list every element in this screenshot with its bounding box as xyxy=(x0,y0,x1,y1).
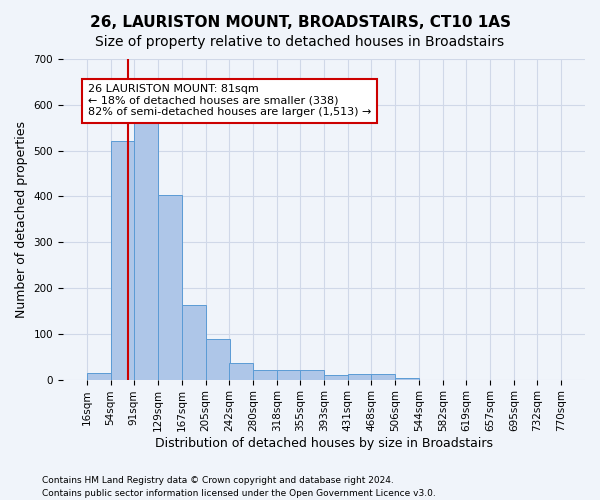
Bar xyxy=(182,305,206,380)
Bar xyxy=(300,370,324,380)
Text: Size of property relative to detached houses in Broadstairs: Size of property relative to detached ho… xyxy=(95,35,505,49)
Text: Contains public sector information licensed under the Open Government Licence v3: Contains public sector information licen… xyxy=(42,488,436,498)
Bar xyxy=(324,375,348,380)
Bar xyxy=(110,142,134,380)
Bar xyxy=(86,373,110,380)
Bar xyxy=(206,340,230,380)
Bar xyxy=(371,374,395,380)
Text: 26, LAURISTON MOUNT, BROADSTAIRS, CT10 1AS: 26, LAURISTON MOUNT, BROADSTAIRS, CT10 1… xyxy=(89,15,511,30)
X-axis label: Distribution of detached houses by size in Broadstairs: Distribution of detached houses by size … xyxy=(155,437,493,450)
Text: Contains HM Land Registry data © Crown copyright and database right 2024.: Contains HM Land Registry data © Crown c… xyxy=(42,476,394,485)
Text: 26 LAURISTON MOUNT: 81sqm
← 18% of detached houses are smaller (338)
82% of semi: 26 LAURISTON MOUNT: 81sqm ← 18% of detac… xyxy=(88,84,371,117)
Bar xyxy=(134,113,158,380)
Bar xyxy=(158,195,182,380)
Y-axis label: Number of detached properties: Number of detached properties xyxy=(15,121,28,318)
Bar xyxy=(253,370,277,380)
Bar xyxy=(277,370,301,380)
Bar xyxy=(348,374,372,380)
Bar xyxy=(229,363,253,380)
Bar xyxy=(395,378,419,380)
